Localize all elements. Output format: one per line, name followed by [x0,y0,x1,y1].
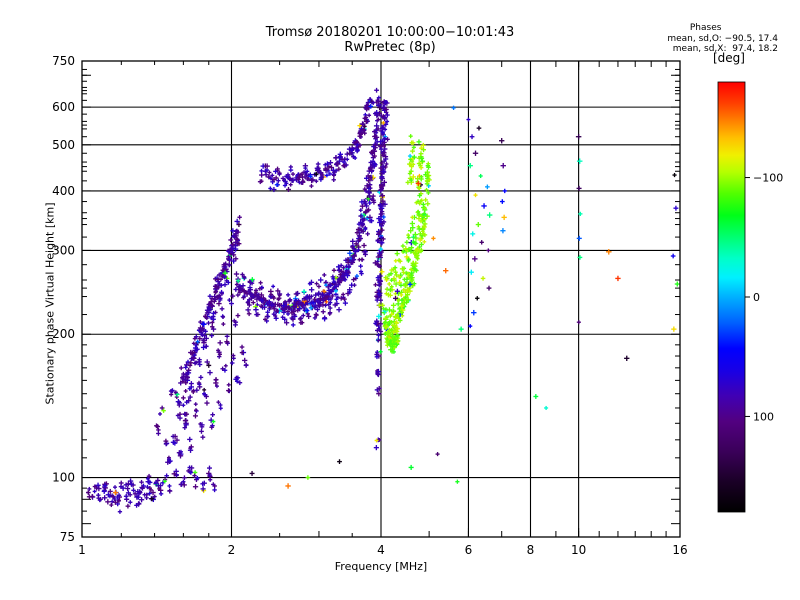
phase-statistics-o-mode: mean, sd,O: −90.5, 17.4 [667,33,778,44]
colorbar-ticks: 100 0 −100 [745,172,783,423]
svg-text:10: 10 [571,543,586,557]
svg-text:1: 1 [78,543,86,557]
colorbar: 100 0 −100 [717,81,783,513]
plot-title-line1: Tromsø 20180201 10:00:00−10:01:43 [265,25,515,40]
svg-text:6: 6 [465,543,473,557]
svg-text:100: 100 [753,410,774,423]
svg-text:400: 400 [52,184,75,198]
svg-text:750: 750 [52,54,75,68]
svg-text:2: 2 [228,543,236,557]
svg-text:16: 16 [672,543,687,557]
phase-statistics-header: Phases [689,23,722,33]
axis-tick-labels: 1 2 4 6 8 10 16 75 100 200 300 400 500 600 750 [52,54,688,557]
axis-ticks [81,60,681,537]
svg-text:−100: −100 [753,172,783,185]
svg-text:100: 100 [52,471,75,485]
svg-text:300: 300 [52,243,75,257]
svg-text:200: 200 [52,327,75,341]
phase-statistics-x-mode: mean, sd,X: 97.4, 18.2 [672,44,778,54]
svg-text:8: 8 [527,543,535,557]
colorbar-unit-label: [deg] [713,51,745,65]
svg-text:4: 4 [377,543,385,557]
svg-text:75: 75 [60,530,75,544]
x-axis-label: Frequency [MHz] [334,560,428,573]
y-axis-label: Stationary phase Virtual Height [km] [43,202,57,405]
phase-statistics-block: Phases mean, sd,O: −90.5, 17.4 mean, sd,… [667,23,778,55]
svg-text:0: 0 [753,291,760,304]
plot-title-line2: RwPretec (8p) [344,40,436,55]
svg-text:600: 600 [52,100,75,114]
svg-text:500: 500 [52,138,75,152]
data-points [86,87,680,514]
